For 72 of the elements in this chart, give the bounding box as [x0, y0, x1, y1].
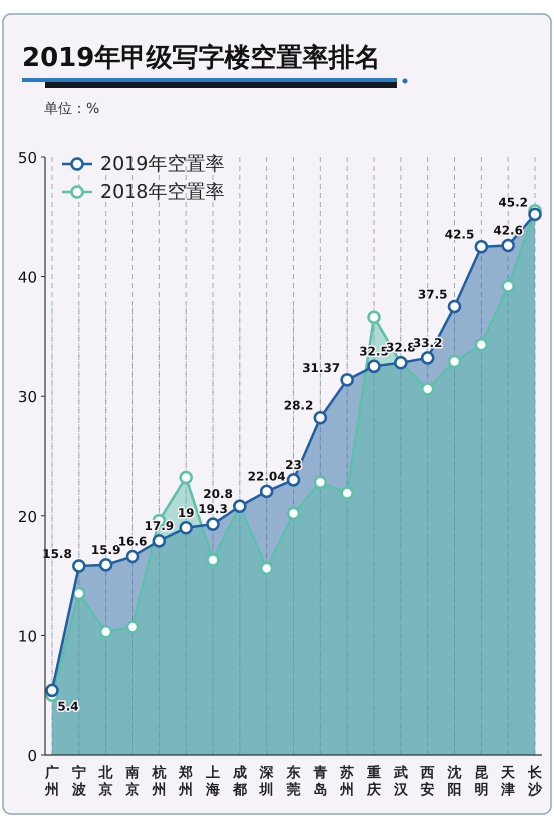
data-label: 45.2	[498, 195, 528, 210]
data-label: 20.8	[203, 487, 233, 502]
data-label: 19	[178, 506, 195, 520]
point	[152, 534, 166, 548]
x-tick-label: 上海	[205, 765, 220, 798]
chart-title: 2019年甲级写字楼空置率排名	[22, 43, 380, 73]
x-tick-label: 杭州	[151, 764, 166, 798]
data-label: 42.5	[444, 228, 474, 242]
point	[420, 382, 434, 396]
x-tick-label: 东莞	[286, 764, 300, 798]
x-tick-label: 宁波	[70, 764, 86, 798]
y-tick-label: 30	[18, 388, 37, 406]
point	[98, 625, 112, 639]
point	[448, 300, 462, 314]
point	[501, 279, 515, 293]
point	[528, 208, 542, 222]
x-tick-label: 北京	[98, 765, 114, 798]
point	[206, 517, 220, 531]
x-tick-label: 重庆	[366, 765, 381, 798]
legend-label: 2019年空置率	[100, 153, 224, 175]
point	[286, 473, 300, 487]
point	[206, 553, 220, 567]
y-tick-label: 10	[18, 627, 37, 646]
data-label: 31.37	[302, 360, 340, 375]
point	[501, 238, 515, 252]
point	[45, 684, 59, 698]
y-tick-label: 0	[27, 747, 37, 765]
x-tick-label: 武汉	[392, 765, 409, 798]
point	[72, 559, 86, 573]
x-tick-label: 西安	[420, 765, 435, 798]
point	[314, 410, 328, 424]
point	[474, 338, 488, 352]
y-tick-label: 40	[18, 268, 37, 287]
x-tick-label: 成都	[232, 765, 247, 798]
point	[179, 521, 193, 535]
point	[260, 562, 274, 576]
x-tick-label: 广州	[44, 764, 59, 798]
x-tick-label: 长沙	[527, 765, 543, 798]
point	[448, 354, 462, 368]
x-tick-label: 昆明	[474, 765, 488, 798]
point	[474, 240, 488, 254]
x-tick-label: 苏州	[339, 765, 354, 798]
x-tick-label: 南京	[124, 765, 140, 798]
point	[420, 351, 434, 365]
y-axis-title: 单位：%	[44, 101, 100, 117]
data-label: 17.9	[144, 518, 174, 533]
point	[98, 558, 112, 572]
x-tick-label: 青岛	[312, 765, 328, 798]
y-tick-label: 50	[18, 149, 37, 167]
y-tick-label: 20	[18, 508, 37, 526]
point	[367, 310, 381, 324]
x-tick-label: 郑州	[178, 765, 194, 798]
point	[72, 586, 86, 600]
data-label: 22.04	[248, 469, 286, 484]
data-label: 37.5	[418, 288, 448, 302]
point	[286, 506, 300, 520]
x-tick-label: 沈阳	[446, 765, 462, 798]
point	[126, 620, 140, 634]
data-label: 28.2	[284, 398, 314, 413]
x-tick-label: 天津	[500, 765, 516, 798]
x-tick-label: 深圳	[258, 765, 275, 798]
data-label: 19.3	[198, 502, 228, 516]
data-label: 15.9	[90, 542, 120, 557]
legend-label: 2018年空置率	[100, 181, 224, 203]
point	[260, 484, 274, 498]
point	[179, 470, 193, 484]
point	[126, 550, 140, 564]
point	[367, 360, 381, 374]
data-label: 5.4	[57, 699, 79, 714]
point	[340, 373, 354, 387]
point	[314, 476, 328, 490]
point	[340, 486, 354, 500]
